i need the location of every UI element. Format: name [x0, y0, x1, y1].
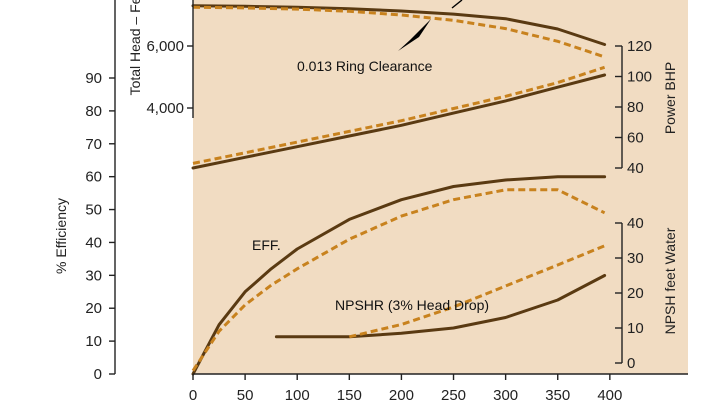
ring-clearance-pointer-tail — [451, 0, 463, 9]
npsh-axis-label: NPSH feet Water — [662, 227, 678, 334]
npsh-tick-label: 40 — [627, 215, 644, 232]
x-tick-label: 250 — [441, 387, 466, 404]
x-tick-label: 0 — [189, 387, 197, 404]
efficiency-dashed-line — [191, 188, 606, 372]
x-tick-label: 100 — [285, 387, 310, 404]
npsh-tick-label: 10 — [627, 320, 644, 337]
head-solid-line — [191, 4, 607, 46]
power-axis-label: Power BHP — [662, 62, 678, 134]
power-tick-label: 40 — [627, 160, 644, 177]
efficiency-tick-label: 10 — [85, 333, 102, 350]
x-tick-label: 200 — [389, 387, 414, 404]
npshr-dashed-line — [348, 244, 606, 339]
efficiency-tick-label: 50 — [85, 202, 102, 219]
series-layer — [191, 4, 607, 376]
x-tick-label: 300 — [493, 387, 518, 404]
ring-clearance-annotation: 0.013 Ring Clearance — [297, 58, 433, 74]
head-axis-label: Total Head – Fe — [127, 0, 143, 95]
head-tick-label: 6,000 — [146, 38, 184, 55]
npsh-tick-label: 0 — [627, 355, 635, 372]
x-tick-label: 50 — [237, 387, 254, 404]
efficiency-tick-label: 40 — [85, 234, 102, 251]
efficiency-tick-label: 90 — [85, 70, 102, 87]
power-tick-label: 120 — [627, 38, 652, 55]
x-tick-label: 150 — [337, 387, 362, 404]
power-tick-label: 60 — [627, 130, 644, 147]
power-tick-label: 80 — [627, 99, 644, 116]
efficiency-tick-label: 0 — [94, 366, 102, 383]
power-dashed-line — [192, 65, 606, 165]
efficiency-tick-label: 60 — [85, 169, 102, 186]
head-dashed-line — [192, 5, 606, 59]
efficiency-tick-label: 20 — [85, 300, 102, 317]
x-tick-label: 400 — [597, 387, 622, 404]
npshr-annotation: NPSHR (3% Head Drop) — [335, 297, 489, 313]
efficiency-axis-label: % Efficiency — [53, 198, 69, 274]
ticks-layer: 0 50 100 150 200 250 300 350 4000102030405060708… — [85, 0, 652, 404]
head-tick-label: 4,000 — [146, 100, 184, 117]
efficiency-tick-label: 80 — [85, 103, 102, 120]
efficiency-solid-line — [191, 175, 607, 376]
efficiency-annotation: EFF. — [252, 237, 281, 253]
power-tick-label: 100 — [627, 69, 652, 86]
power-solid-line — [191, 73, 607, 170]
plot-background — [193, 0, 688, 374]
x-tick-label: 350 — [545, 387, 570, 404]
efficiency-tick-label: 70 — [85, 136, 102, 153]
efficiency-tick-label: 30 — [85, 267, 102, 284]
npsh-tick-label: 30 — [627, 250, 644, 267]
npsh-tick-label: 20 — [627, 285, 644, 302]
